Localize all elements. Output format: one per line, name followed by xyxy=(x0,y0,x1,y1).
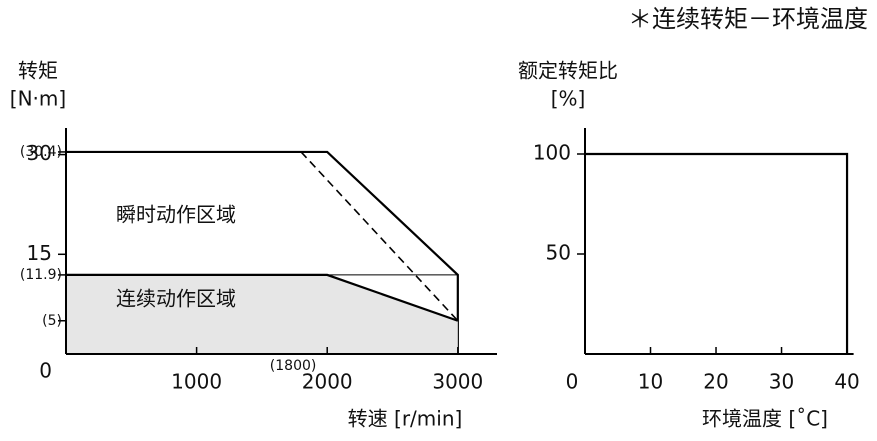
y-tick-label: 100 xyxy=(533,141,571,165)
plot xyxy=(66,150,459,354)
line xyxy=(585,152,849,354)
x-tick-label: (1800) xyxy=(270,358,317,374)
y-tick-label: 15 xyxy=(27,241,52,265)
y-tick-label: (5) xyxy=(42,313,62,329)
x-axis-label: 转速 [r/min] xyxy=(348,407,463,431)
x-tick-label: 3000 xyxy=(432,370,483,394)
x-tick-label: 1000 xyxy=(171,370,222,394)
x-tick-label: 30 xyxy=(769,370,794,394)
heading: ＊连续转矩－环境温度 xyxy=(628,5,868,33)
y-tick-label: 30 xyxy=(27,141,52,165)
y-axis-unit: [%] xyxy=(551,87,586,111)
region-label: 连续动作区域 xyxy=(116,287,236,311)
y-axis-label: 转矩 xyxy=(18,59,58,83)
x-tick-label: 20 xyxy=(703,370,728,394)
x-axis-label: 环境温度 [˚C] xyxy=(702,407,828,431)
region-label: 瞬时动作区域 xyxy=(116,203,236,227)
y-axis-unit: [N·m] xyxy=(10,87,66,111)
line xyxy=(66,150,459,354)
x-tick-label: 0 xyxy=(566,370,579,394)
area-fill xyxy=(66,274,458,354)
x-tick-label: 2000 xyxy=(302,370,353,394)
plot xyxy=(585,152,849,354)
y-axis-label: 额定转矩比 xyxy=(518,59,618,83)
y-tick-label: (11.9) xyxy=(20,267,62,283)
y-tick-label: (30.4) xyxy=(20,144,62,160)
x-tick-label: 10 xyxy=(638,370,663,394)
x-tick-label: 40 xyxy=(834,370,859,394)
y-tick-label: 0 xyxy=(39,359,52,383)
y-tick-label: 50 xyxy=(546,241,571,265)
